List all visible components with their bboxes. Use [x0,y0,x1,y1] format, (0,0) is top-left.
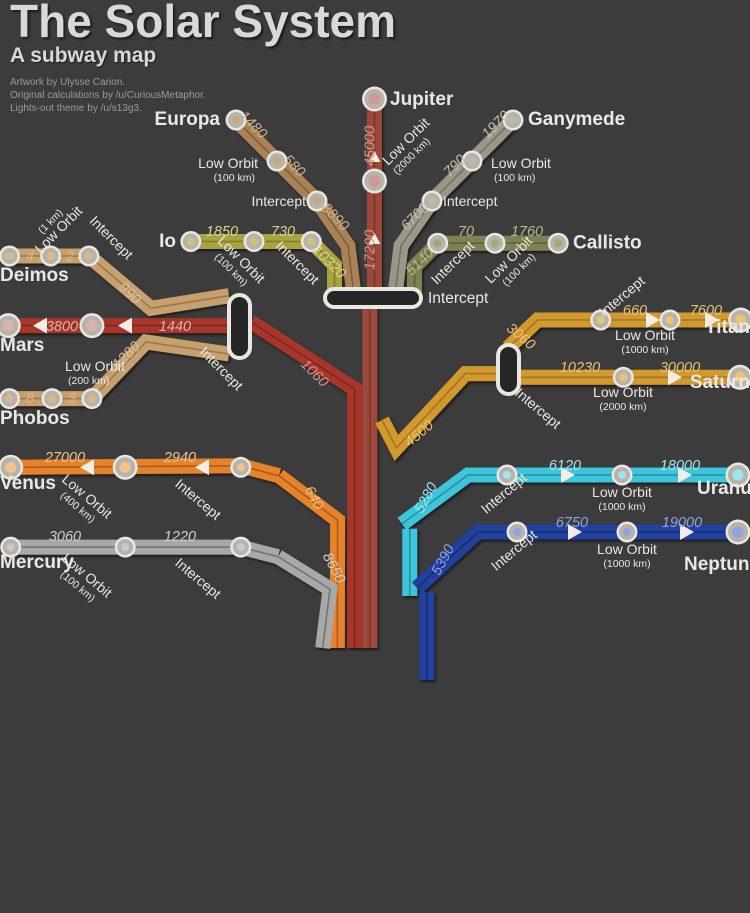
svg-text:Venus: Venus [0,473,56,494]
svg-text:Europa: Europa [155,109,221,130]
svg-text:(200 km): (200 km) [68,375,109,387]
svg-text:(1000 km): (1000 km) [603,558,650,570]
svg-text:(1000 km): (1000 km) [598,501,645,513]
svg-text:Low Orbit: Low Orbit [198,155,258,171]
svg-text:3800: 3800 [46,319,78,335]
svg-text:Low Orbit: Low Orbit [592,484,652,500]
svg-text:Deimos: Deimos [0,265,69,286]
svg-text:Low Orbit: Low Orbit [597,541,657,557]
svg-text:2940: 2940 [163,450,196,466]
svg-text:8: 8 [26,391,34,407]
svg-text:17200: 17200 [363,230,379,270]
svg-text:Intercept: Intercept [172,555,224,602]
svg-text:Intercept: Intercept [443,193,498,209]
svg-text:Jupiter: Jupiter [390,89,454,110]
svg-text:Phobos: Phobos [0,408,70,429]
svg-text:45000: 45000 [363,126,379,166]
svg-text:4: 4 [26,249,34,265]
svg-text:Io: Io [159,231,176,252]
svg-text:(100 km): (100 km) [214,172,255,184]
svg-text:Intercept: Intercept [428,290,489,307]
svg-text:1220: 1220 [164,529,196,545]
svg-text:(1000 km): (1000 km) [621,344,668,356]
svg-text:3060: 3060 [49,529,81,545]
svg-text:Low Orbit: Low Orbit [593,384,653,400]
svg-text:10230: 10230 [560,360,600,376]
svg-text:Intercept: Intercept [252,193,307,209]
svg-text:1060: 1060 [297,357,331,391]
svg-text:Ganymede: Ganymede [528,109,625,130]
svg-text:7600: 7600 [690,303,722,319]
svg-text:Low Orbit: Low Orbit [615,327,675,343]
svg-text:1440: 1440 [159,319,191,335]
svg-text:(100 km): (100 km) [494,172,535,184]
svg-text:4500: 4500 [402,417,437,450]
svg-text:Titan: Titan [705,317,750,338]
svg-text:19000: 19000 [662,515,702,531]
svg-text:27000: 27000 [44,450,85,466]
svg-text:Mars: Mars [0,335,44,356]
svg-text:18000: 18000 [660,458,700,474]
svg-text:2: 2 [65,249,74,265]
svg-text:Neptune: Neptune [684,554,750,575]
svg-text:Low Orbit: Low Orbit [491,155,551,171]
svg-text:Intercept: Intercept [512,385,564,432]
svg-text:Intercept: Intercept [172,476,224,523]
svg-text:3: 3 [68,391,76,407]
svg-text:30000: 30000 [660,360,700,376]
svg-text:Low Orbit: Low Orbit [65,358,125,374]
svg-text:660: 660 [623,303,647,319]
svg-text:Uranus: Uranus [697,478,750,499]
svg-text:6120: 6120 [549,458,581,474]
svg-text:6750: 6750 [556,515,588,531]
svg-text:Callisto: Callisto [573,233,642,254]
svg-text:(2000 km): (2000 km) [599,401,646,413]
